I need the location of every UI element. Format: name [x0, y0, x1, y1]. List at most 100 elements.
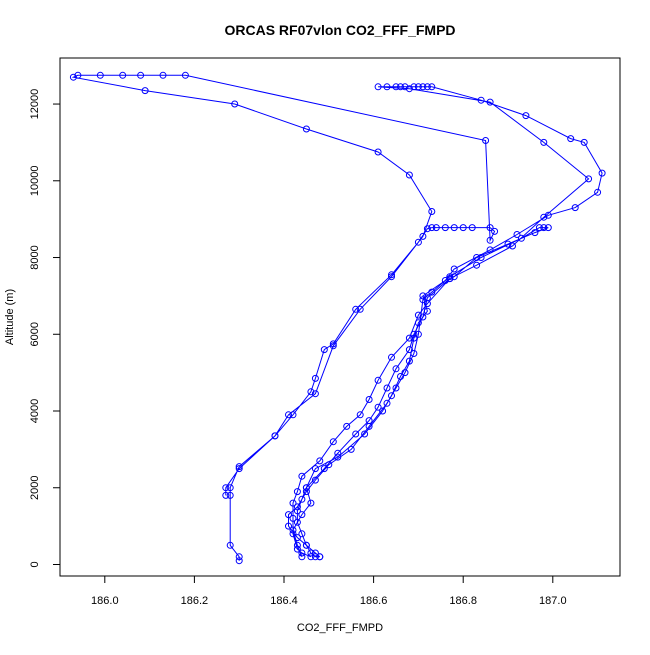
x-tick-label: 186.2: [181, 595, 209, 607]
data-point: [311, 374, 319, 382]
data-point: [289, 411, 297, 419]
data-point: [347, 445, 355, 453]
data-point: [289, 526, 297, 534]
data-point: [513, 231, 521, 238]
data-point: [374, 148, 382, 156]
x-tick-label: 186.8: [449, 595, 477, 607]
data-point: [343, 422, 351, 430]
data-point: [441, 224, 449, 232]
data-point: [540, 213, 548, 221]
data-point: [414, 83, 422, 91]
data-point: [320, 465, 328, 473]
data-point: [226, 541, 234, 549]
data-point: [419, 83, 427, 91]
x-tick-label: 186.0: [91, 595, 119, 607]
data-point: [383, 399, 391, 407]
data-point: [352, 305, 360, 313]
data-point: [374, 403, 382, 411]
data-point: [311, 549, 319, 557]
x-tick-label: 186.6: [360, 595, 388, 607]
data-point: [405, 346, 413, 354]
data-point: [293, 541, 301, 549]
data-point: [298, 511, 306, 519]
data-point: [540, 138, 548, 146]
data-point: [271, 432, 279, 440]
series-1: [69, 71, 499, 565]
data-point: [397, 83, 404, 91]
data-point: [446, 273, 454, 281]
data-point: [302, 488, 310, 496]
data-point: [307, 549, 315, 557]
y-axis: 0 2000 4000 6000 8000 10000 12000: [29, 89, 61, 568]
data-point: [544, 211, 552, 219]
data-point: [311, 390, 319, 398]
data-point: [504, 240, 512, 248]
data-point: [450, 224, 458, 232]
data-point: [320, 346, 328, 354]
data-point: [74, 71, 82, 79]
data-point: [298, 553, 306, 561]
data-point: [388, 273, 395, 281]
data-point: [307, 553, 315, 561]
series-layer: [69, 71, 606, 565]
data-point: [388, 353, 395, 361]
data-point: [401, 83, 409, 91]
data-point: [486, 224, 494, 232]
data-point: [419, 232, 427, 240]
data-point: [293, 488, 301, 496]
data-point: [356, 411, 364, 419]
data-point: [293, 534, 301, 542]
data-point: [392, 83, 400, 91]
data-point: [401, 369, 409, 377]
data-point: [423, 83, 431, 91]
data-point: [486, 98, 494, 106]
data-point: [235, 465, 243, 473]
data-point: [361, 430, 369, 438]
data-point: [571, 204, 579, 212]
data-point: [293, 545, 301, 553]
data-point: [473, 254, 481, 261]
data-point: [379, 407, 387, 415]
data-point: [226, 484, 234, 492]
data-point: [298, 495, 306, 503]
data-point: [482, 137, 490, 144]
y-tick-label: 6000: [29, 322, 41, 346]
data-point: [285, 411, 292, 419]
data-point: [226, 491, 234, 499]
data-point: [410, 83, 418, 91]
x-tick-label: 186.4: [270, 595, 298, 607]
series-line: [292, 86, 603, 558]
data-point: [473, 261, 481, 269]
data-point: [302, 125, 310, 133]
data-point: [316, 553, 324, 561]
data-point: [428, 288, 436, 296]
plot-area-frame: [59, 57, 621, 577]
data-point: [477, 96, 485, 104]
data-point: [491, 227, 499, 235]
data-point: [374, 83, 382, 91]
data-point: [311, 553, 319, 561]
data-point: [329, 342, 337, 350]
data-point: [293, 503, 301, 511]
data-point: [159, 71, 167, 79]
data-point: [69, 73, 77, 81]
data-point: [432, 224, 440, 232]
data-point: [414, 330, 422, 338]
data-point: [289, 530, 297, 538]
data-point: [544, 224, 552, 232]
data-point: [423, 225, 431, 233]
data-point: [392, 384, 400, 392]
data-point: [307, 499, 315, 507]
y-tick-label: 4000: [29, 399, 41, 423]
series-line: [288, 227, 549, 558]
data-point: [285, 511, 292, 519]
data-point: [522, 112, 530, 120]
data-point: [293, 518, 301, 526]
data-point: [388, 392, 395, 400]
data-point: [137, 71, 145, 79]
data-point: [96, 71, 104, 79]
data-point: [302, 484, 310, 492]
data-point: [405, 171, 413, 179]
